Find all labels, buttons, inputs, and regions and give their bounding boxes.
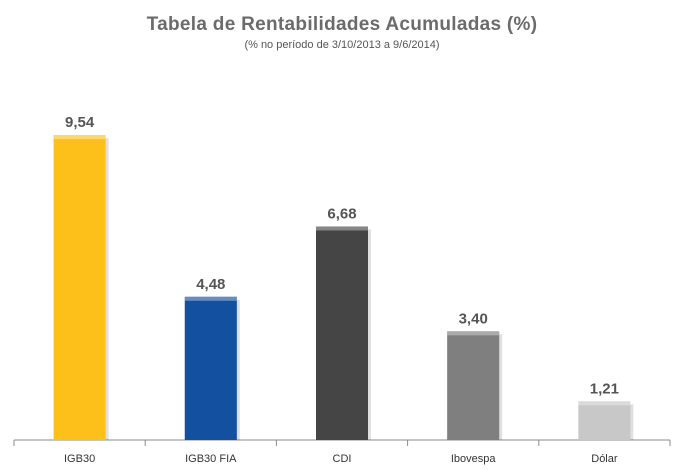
data-label: 3,40: [459, 310, 488, 327]
data-label: 4,48: [196, 276, 225, 293]
x-tick-label: IGB30: [64, 453, 95, 465]
chart-subtitle: (% no período de 3/10/2013 a 9/6/2014): [244, 39, 440, 51]
data-label: 1,21: [590, 380, 619, 397]
bar-bevel: [447, 331, 500, 336]
bar-sheen: [316, 226, 368, 440]
chart-title: Tabela de Rentabilidades Acumuladas (%): [146, 14, 538, 35]
bar-bevel: [184, 296, 237, 301]
bar-sheen: [53, 135, 106, 441]
bar-bevel: [578, 401, 631, 406]
x-tick-label: Ibovespa: [451, 453, 497, 465]
bar-sheen: [184, 296, 237, 440]
bar-bevel: [316, 226, 368, 231]
x-tick-label: CDI: [333, 453, 352, 465]
x-tick-label: IGB30 FIA: [185, 453, 237, 465]
x-tick-label: Dólar: [591, 453, 618, 465]
bar-sheen: [578, 401, 631, 440]
data-label: 6,68: [327, 205, 356, 222]
data-label: 9,54: [65, 114, 95, 131]
bar-sheen: [447, 331, 500, 440]
bar-bevel: [53, 135, 106, 140]
